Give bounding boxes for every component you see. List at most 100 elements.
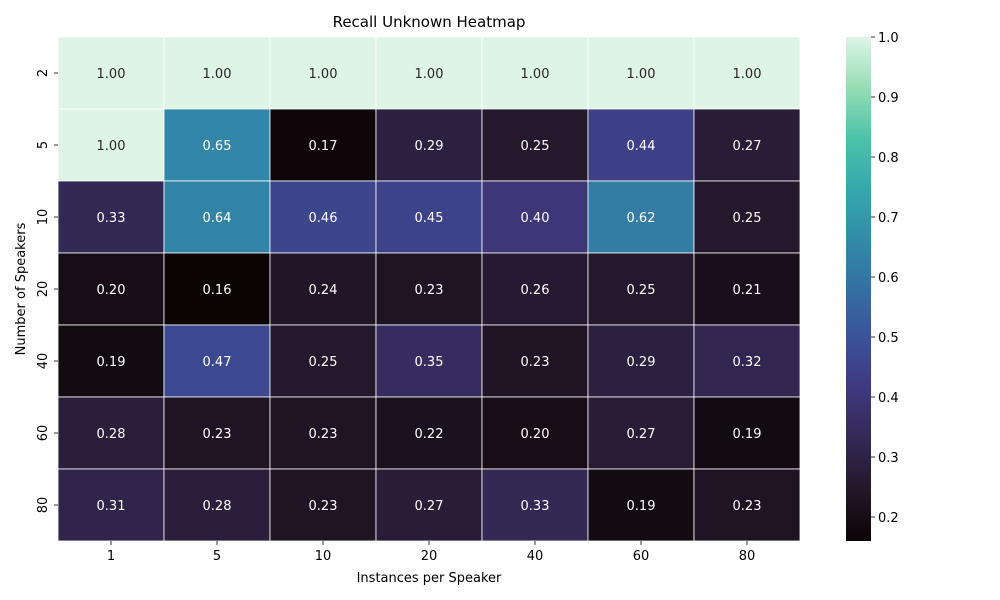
colorbar-tick-label: 0.4 <box>878 391 899 406</box>
x-axis-ticks: 1 5 10 20 40 60 80 <box>107 541 755 564</box>
colorbar-tick-label: 0.8 <box>878 151 899 166</box>
x-tick-label: 5 <box>213 549 221 564</box>
heatmap-cell <box>269 180 377 254</box>
cell-value-label: 0.17 <box>309 139 338 154</box>
heatmap-cell <box>163 396 271 470</box>
cell-value-label: 0.23 <box>203 427 232 442</box>
heatmap-cell <box>163 180 271 254</box>
heatmap-cell <box>587 108 695 182</box>
cell-value-label: 0.27 <box>733 139 762 154</box>
cell-value-label: 0.19 <box>733 427 762 442</box>
colorbar-tick-label: 0.9 <box>878 91 899 106</box>
heatmap-cell <box>57 468 165 542</box>
cell-value-label: 0.23 <box>521 355 550 370</box>
cell-value-label: 0.32 <box>733 355 762 370</box>
cell-value-label: 0.35 <box>415 355 444 370</box>
heatmap-cell <box>375 180 483 254</box>
y-axis-ticks: 2 5 10 20 40 60 80 <box>36 69 58 513</box>
cell-value-label: 0.23 <box>309 427 338 442</box>
cell-value-label: 0.65 <box>203 139 232 154</box>
cell-value-label: 0.40 <box>521 211 550 226</box>
heatmap-cell <box>693 396 801 470</box>
colorbar <box>846 37 871 541</box>
cell-value-label: 1.00 <box>97 67 126 82</box>
heatmap-cell <box>375 36 483 110</box>
heatmap-cell <box>57 108 165 182</box>
cell-value-label: 1.00 <box>415 67 444 82</box>
y-axis-label: Number of Speakers <box>14 222 29 355</box>
x-tick-label: 80 <box>739 549 756 564</box>
y-tick-label: 5 <box>36 141 51 149</box>
cell-value-label: 0.19 <box>97 355 126 370</box>
cell-value-label: 0.64 <box>203 211 232 226</box>
y-tick-label: 2 <box>36 69 51 77</box>
colorbar-ticks: 0.2 0.3 0.4 0.5 0.6 0.7 0.8 0.9 1.0 <box>871 31 899 526</box>
heatmap-cell <box>163 36 271 110</box>
cell-value-label: 0.28 <box>97 427 126 442</box>
heatmap-cell <box>269 324 377 398</box>
cell-value-label: 0.33 <box>97 211 126 226</box>
heatmap-cell <box>57 180 165 254</box>
y-tick-label: 60 <box>36 425 51 442</box>
cell-value-label: 0.25 <box>733 211 762 226</box>
heatmap-cell <box>57 396 165 470</box>
heatmap-cell <box>163 252 271 326</box>
heatmap-cell <box>57 252 165 326</box>
y-tick-label: 20 <box>36 281 51 298</box>
heatmap-cell <box>375 396 483 470</box>
cell-value-label: 1.00 <box>733 67 762 82</box>
cell-value-label: 0.16 <box>203 283 232 298</box>
chart-title: Recall Unknown Heatmap <box>333 13 526 31</box>
x-axis-label: Instances per Speaker <box>357 571 502 586</box>
heatmap-cell <box>693 252 801 326</box>
heatmap-cell <box>375 468 483 542</box>
y-tick-label: 10 <box>36 209 51 226</box>
colorbar-tick-label: 0.3 <box>878 451 899 466</box>
heatmap-cell <box>587 36 695 110</box>
cell-value-label: 0.25 <box>521 139 550 154</box>
cell-value-label: 0.21 <box>733 283 762 298</box>
cell-value-label: 0.23 <box>415 283 444 298</box>
x-tick-label: 1 <box>107 549 115 564</box>
colorbar-tick-label: 1.0 <box>878 31 899 46</box>
cell-value-label: 0.29 <box>627 355 656 370</box>
heatmap-cell <box>693 468 801 542</box>
heatmap-cell <box>693 324 801 398</box>
cell-value-label: 0.44 <box>627 139 656 154</box>
cell-value-label: 1.00 <box>309 67 338 82</box>
cell-value-label: 1.00 <box>627 67 656 82</box>
heatmap-cell <box>587 468 695 542</box>
heatmap-cell <box>57 36 165 110</box>
heatmap-cell <box>269 396 377 470</box>
cell-value-label: 0.28 <box>203 499 232 514</box>
cell-value-label: 0.25 <box>627 283 656 298</box>
cell-value-label: 0.20 <box>97 283 126 298</box>
x-tick-label: 40 <box>527 549 544 564</box>
heatmap-cells: 1.00 1.00 1.00 1.00 1.00 1.00 1.00 1.00 0.65 0.17… <box>57 36 801 542</box>
cell-value-label: 0.24 <box>309 283 338 298</box>
cell-value-label: 0.19 <box>627 499 656 514</box>
cell-value-label: 0.33 <box>521 499 550 514</box>
cell-value-label: 0.20 <box>521 427 550 442</box>
x-tick-label: 10 <box>315 549 332 564</box>
cell-value-label: 0.25 <box>309 355 338 370</box>
cell-value-label: 0.47 <box>203 355 232 370</box>
heatmap-cell <box>587 180 695 254</box>
cell-value-label: 1.00 <box>203 67 232 82</box>
cell-value-label: 1.00 <box>521 67 550 82</box>
cell-value-label: 1.00 <box>97 139 126 154</box>
heatmap-cell <box>57 324 165 398</box>
heatmap-cell <box>375 252 483 326</box>
colorbar-tick-label: 0.6 <box>878 271 899 286</box>
colorbar-tick-label: 0.5 <box>878 331 899 346</box>
heatmap-cell <box>693 180 801 254</box>
x-tick-label: 60 <box>633 549 650 564</box>
cell-value-label: 0.22 <box>415 427 444 442</box>
heatmap-cell <box>481 108 589 182</box>
y-tick-label: 40 <box>36 353 51 370</box>
heatmap-cell <box>481 396 589 470</box>
heatmap-cell <box>693 108 801 182</box>
heatmap-cell <box>481 180 589 254</box>
y-tick-label: 80 <box>36 497 51 514</box>
